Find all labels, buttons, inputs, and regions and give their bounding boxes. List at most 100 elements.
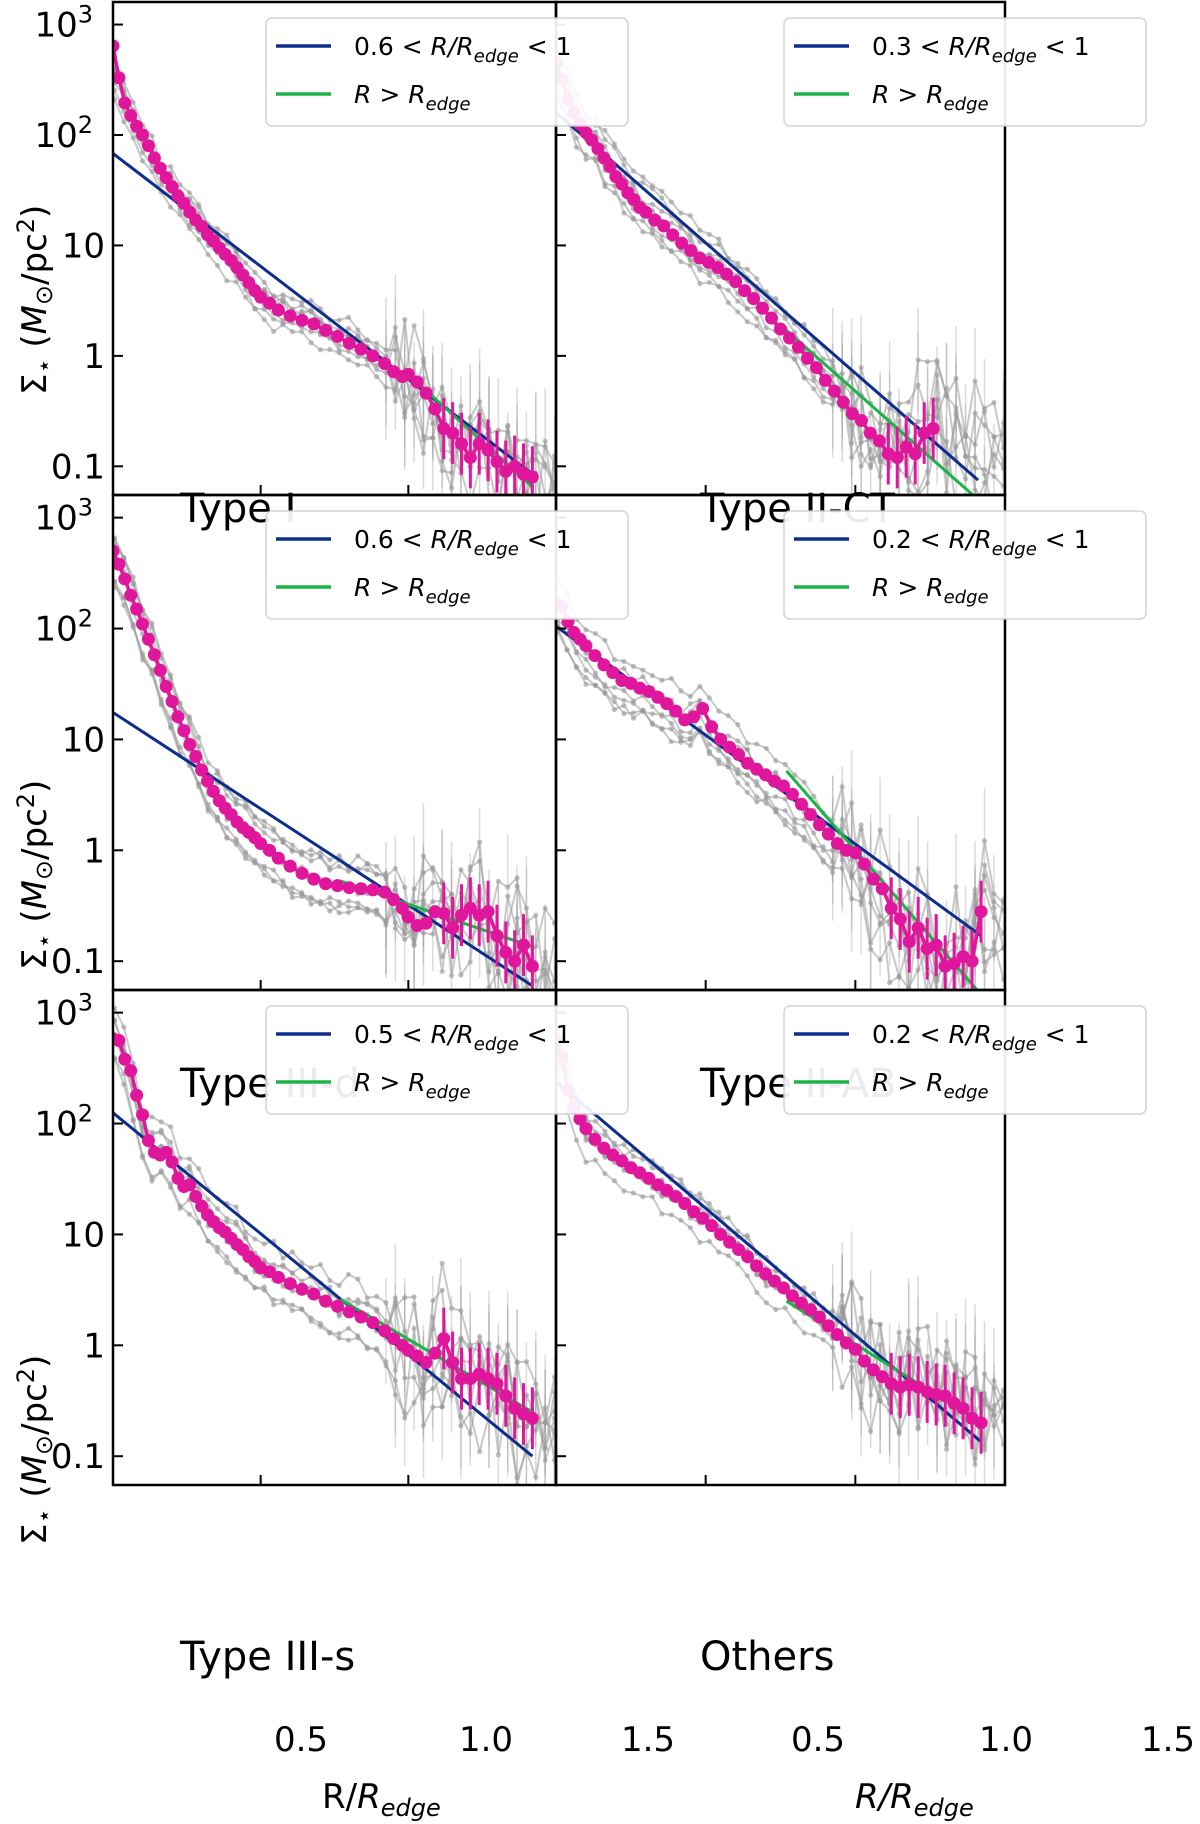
gray-profile-point [477,858,483,864]
gray-profile-point [887,391,893,397]
gray-profile-point [439,392,445,399]
gray-profile-point [744,266,750,272]
gray-profile-point [697,280,703,287]
magenta-point [254,837,268,851]
gray-profile-point [458,403,464,409]
gray-profile-point [505,884,511,890]
magenta-point [884,901,898,915]
gray-profile-point [299,1306,305,1313]
legend-green-label: R > Redge [354,1068,471,1103]
gray-profile-point [533,1474,539,1480]
magenta-point [669,704,683,718]
gray-profile-point [602,127,608,133]
gray-profile-point [611,657,618,663]
gray-profile-point [205,1196,211,1203]
gray-profile-point [896,1329,902,1336]
gray-profile-point [820,394,826,400]
gray-profile-point [420,891,427,897]
gray-profile-point [744,789,750,795]
gray-profile-point [972,454,978,460]
magenta-point [603,159,617,173]
gray-profile-point [252,1236,258,1242]
magenta-point [794,797,808,811]
gray-profile-point [972,378,978,384]
gray-profile-point [224,1260,230,1266]
gray-profile-point [706,231,712,237]
gray-profile-point [706,1200,712,1207]
gray-profile-point [299,1278,305,1284]
gray-profile-point [177,1155,183,1161]
gray-profile-point [592,1118,599,1124]
gray-profile-point [763,1283,769,1289]
gray-profile-point [477,839,483,845]
gray-profile-point [186,716,192,722]
gray-profile-point [687,701,693,707]
ylabel-bottom: Σ⋆ (M⊙/pc2) [12,1355,58,1545]
magenta-point [446,921,460,935]
magenta-point [141,139,155,153]
gray-profile-point [801,823,807,829]
gray-profile-point [411,1325,417,1331]
gray-profile-point [505,998,510,1003]
magenta-point [165,694,179,708]
magenta-point [454,908,468,922]
gray-profile-point [573,135,580,141]
gray-profile-point [271,867,277,873]
magenta-point [271,851,285,865]
gray-profile-point [735,1228,741,1234]
magenta-point [890,451,904,465]
gray-profile-point [735,309,741,315]
magenta-point [446,426,460,440]
magenta-point [195,763,209,777]
gray-profile-point [420,437,427,443]
gray-profile-point [514,496,519,501]
magenta-point [863,426,877,440]
gray-profile-point [858,439,864,445]
magenta-point [818,373,832,387]
magenta-point [830,837,844,851]
gray-profile-point [308,858,314,864]
gray-profile-point [402,316,408,323]
magenta-point [768,1274,782,1288]
magenta-point [189,750,203,764]
gray-profile-point [392,334,398,340]
gray-profile-point [327,857,333,863]
gray-profile-point [915,1426,921,1432]
magenta-point [525,1411,539,1425]
magenta-point [401,910,415,924]
gray-profile-point [364,861,370,867]
gray-profile-point [877,426,883,432]
gray-profile-point [678,210,684,216]
gray-profile-point [355,900,361,906]
magenta-point [401,367,415,381]
ytick-base: 10 [34,499,77,539]
gray-profile-point [972,919,978,926]
ylabel-middle: Σ⋆ (M⊙/pc2) [12,780,58,970]
magenta-point [696,1211,710,1225]
gray-profile-point [336,342,342,348]
magenta-point [908,447,922,461]
gray-profile-point [327,346,333,353]
gray-profile-point [706,748,712,754]
gray-profile-point [602,181,608,187]
gray-profile-point [383,1363,389,1369]
gray-profile-point [716,284,722,290]
gray-profile-point [214,226,221,232]
gray-profile-point [139,657,146,663]
gray-profile-point [972,891,978,897]
gray-profile-point [205,251,211,258]
magenta-point [956,1401,970,1415]
magenta-point [729,275,743,289]
gray-profile-point [972,1354,978,1360]
gray-profile-point [906,411,912,418]
gray-profile-point [308,1315,314,1321]
gray-profile-point [542,438,548,444]
blue-fit-line-type-iii-d [113,711,534,988]
gray-profile-point [592,630,599,637]
gray-profile-point [533,978,539,984]
gray-profile-point [214,814,221,820]
gray-profile-point [158,1130,164,1136]
gray-profile-point [355,1297,361,1303]
gray-profile-point [224,1219,230,1225]
gray-profile-point [186,1156,192,1162]
